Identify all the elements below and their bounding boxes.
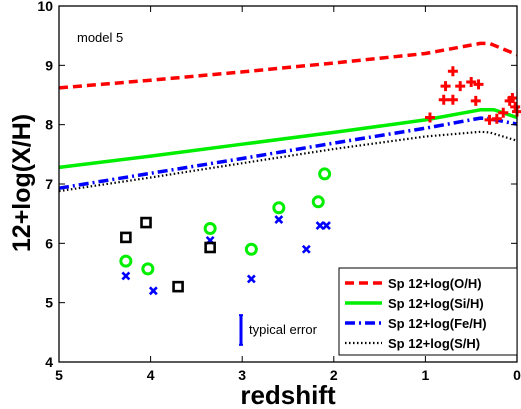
marker-plus-2 (440, 81, 451, 92)
marker-plus-13 (507, 92, 518, 103)
y-tick-label-4: 4 (45, 354, 53, 370)
legend-label-1: Sp 12+log(Si/H) (388, 296, 484, 311)
marker-x-7 (322, 221, 331, 230)
marker-x-1 (148, 286, 158, 296)
marker-circle-6 (318, 167, 332, 181)
series-line-0 (58, 41, 518, 90)
marker-x-4 (274, 215, 284, 225)
y-tick-label-10: 10 (37, 0, 53, 14)
marker-square-3 (204, 241, 216, 254)
x-tick-label-2: 2 (330, 367, 338, 383)
legend-box (338, 267, 518, 356)
legend-label-2: Sp 12+log(Fe/H) (388, 316, 487, 331)
marker-circle-2 (203, 222, 217, 235)
marker-x-5 (301, 244, 311, 254)
legend: Sp 12+log(O/H) Sp 12+log(Si/H) Sp 12+log(F… (338, 267, 518, 356)
marker-square-2 (172, 280, 184, 293)
series-line-1 (58, 108, 518, 170)
marker-x-0 (121, 271, 131, 281)
x-tick-label-0: 0 (513, 367, 521, 383)
marker-plus-8 (470, 95, 481, 106)
marker-plus-3 (447, 94, 458, 105)
marker-plus-10 (491, 113, 502, 124)
x-tick-label-5: 5 (55, 367, 63, 383)
marker-circle-3 (244, 242, 258, 256)
series-layer (58, 41, 518, 193)
y-tick-label-7: 7 (45, 176, 53, 192)
x-tick-label-4: 4 (147, 367, 155, 383)
y-axis-label: 12+log(X/H) (8, 114, 36, 252)
x-tick-label-3: 3 (238, 367, 246, 383)
typical-error-bar (239, 314, 243, 346)
series-line-2 (58, 116, 518, 190)
marker-plus-5 (455, 81, 466, 92)
typical-error-label: typical error (249, 322, 318, 337)
model-annotation: model 5 (77, 30, 123, 45)
marker-circle-1 (141, 262, 155, 276)
marker-square-0 (120, 231, 132, 244)
marker-square-1 (140, 216, 152, 229)
marker-circle-4 (272, 201, 286, 215)
marker-x-3 (246, 274, 256, 284)
series-line-3 (58, 130, 518, 193)
legend-label-0: Sp 12+log(O/H) (388, 276, 482, 291)
marker-plus-6 (466, 76, 477, 87)
marker-circle-0 (119, 254, 133, 268)
marker-plus-7 (473, 79, 484, 90)
marker-plus-1 (438, 94, 449, 105)
marker-plus-11 (498, 107, 509, 118)
marker-layer (119, 66, 521, 296)
marker-plus-4 (447, 66, 458, 77)
marker-circle-5 (311, 195, 325, 209)
legend-label-3: Sp 12+log(S/H) (388, 336, 480, 351)
x-axis-label: redshift (240, 380, 336, 409)
y-tick-label-6: 6 (45, 235, 53, 251)
y-tick-label-9: 9 (45, 57, 53, 73)
marker-plus-0 (424, 112, 435, 123)
y-tick-label-5: 5 (45, 295, 53, 311)
legend-items: Sp 12+log(O/H) Sp 12+log(Si/H) Sp 12+log(F… (345, 276, 487, 351)
y-tick-label-8: 8 (45, 117, 53, 133)
x-tick-label-1: 1 (422, 367, 430, 383)
